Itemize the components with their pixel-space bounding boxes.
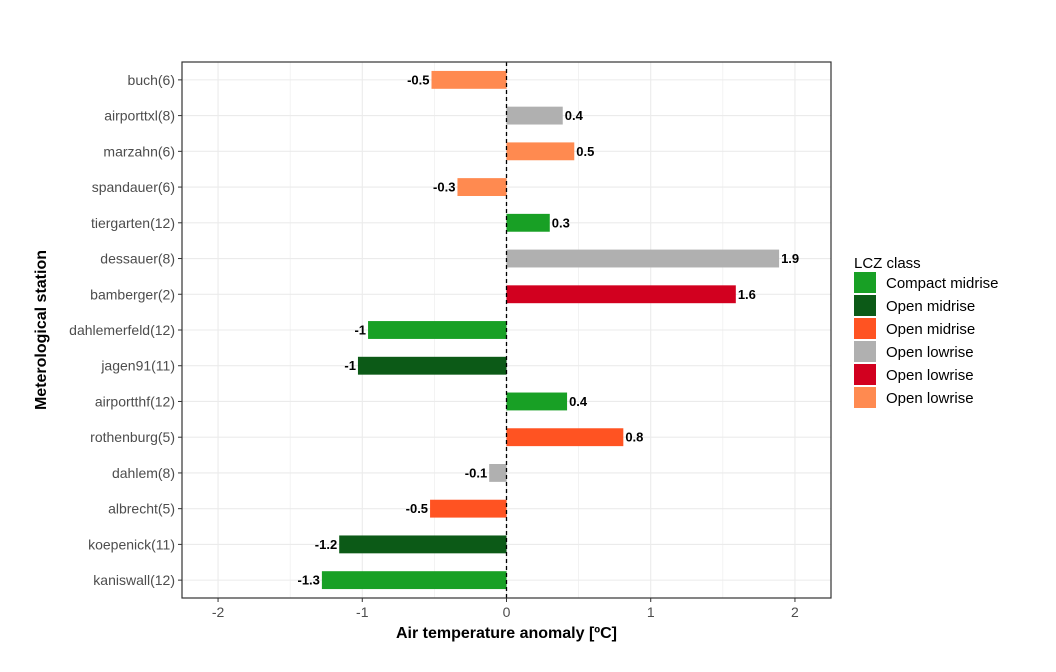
legend-entry-label: Open midrise	[886, 321, 975, 338]
y-tick-label: albrecht(5)	[108, 501, 175, 517]
legend-swatch	[854, 295, 876, 316]
y-tick-label: jagen91(11)	[100, 358, 175, 374]
y-tick-label: airportthf(12)	[95, 393, 175, 409]
legend-entry-label: Open lowrise	[886, 390, 974, 407]
legend-entry-label: Open midrise	[886, 298, 975, 315]
x-tick-layer: -2 -1 0 1 2	[212, 598, 799, 620]
y-tick-label: dahlem(8)	[112, 465, 175, 481]
bar	[506, 142, 575, 161]
data-label: 1.6	[738, 287, 756, 302]
legend-swatch	[854, 272, 876, 293]
data-label: -0.5	[406, 501, 428, 516]
legend-entry-label: Open lowrise	[886, 367, 974, 384]
bar	[489, 464, 507, 482]
y-tick-label: rothenburg(5)	[90, 429, 175, 445]
bar	[506, 392, 568, 411]
bar	[357, 356, 507, 375]
legend-swatch	[854, 387, 876, 408]
x-tick-label: -1	[356, 604, 369, 620]
data-label: 0.4	[569, 394, 588, 409]
y-tick-label: tiergarten(12)	[91, 215, 175, 231]
legend-title: LCZ class	[854, 255, 921, 272]
y-tick-label: kaniswall(12)	[93, 572, 175, 588]
bar	[506, 285, 736, 304]
y-tick-label: spandauer(6)	[92, 179, 175, 195]
legend-swatch	[854, 318, 876, 339]
data-label: 0.4	[565, 108, 584, 123]
legend-entry-label: Open lowrise	[886, 344, 974, 361]
legend-entry-label: Compact midrise	[886, 275, 999, 292]
data-label: -0.3	[433, 180, 455, 195]
data-label: -1	[354, 323, 366, 338]
bar-layer	[321, 70, 780, 590]
legend-swatch	[854, 364, 876, 385]
data-label: 0.3	[552, 215, 570, 230]
x-tick-label: 2	[791, 604, 799, 620]
y-axis-title: Meterological station	[33, 250, 50, 410]
y-tick-label: dahlemerfeld(12)	[69, 322, 175, 338]
bar	[430, 499, 507, 518]
bar	[506, 106, 563, 125]
legend-items: Compact midrise Open midrise Open midrise O…	[854, 272, 999, 408]
y-tick-layer: buch(6) airporttxl(8) marzahn(6) spandauer(…	[69, 72, 182, 588]
y-tick-label: koepenick(11)	[88, 536, 175, 552]
y-tick-label: dessauer(8)	[100, 251, 175, 267]
data-label: 0.5	[576, 144, 594, 159]
data-label: 0.8	[625, 430, 643, 445]
bar	[339, 535, 507, 554]
bar	[506, 213, 550, 232]
x-tick-label: 0	[503, 604, 511, 620]
legend-swatch	[854, 341, 876, 362]
y-tick-label: marzahn(6)	[103, 143, 175, 159]
data-label: -1	[344, 358, 356, 373]
y-tick-label: bamberger(2)	[90, 286, 175, 302]
data-label: -1.2	[315, 537, 337, 552]
data-label: -0.5	[407, 72, 429, 87]
data-label: -0.1	[465, 465, 487, 480]
bar	[457, 178, 507, 196]
data-label-layer: -0.5 0.4 0.5 -0.3 0.3 1.9 1.6 -1 -1 0.4 0.8 -0.1 -0.…	[297, 72, 799, 587]
y-tick-label: airporttxl(8)	[104, 108, 175, 124]
bar	[368, 321, 507, 339]
data-label: -1.3	[297, 573, 319, 588]
bar	[506, 249, 780, 268]
x-tick-label: -2	[212, 604, 225, 620]
legend: LCZ class Compact midrise Open midrise Ope…	[854, 255, 999, 408]
data-label: 1.9	[781, 251, 799, 266]
x-axis-title: Air temperature anomaly [ºC]	[396, 625, 617, 642]
x-tick-label: 1	[647, 604, 655, 620]
bar	[321, 571, 507, 590]
bar	[431, 70, 507, 89]
bar	[506, 428, 624, 447]
y-tick-label: buch(6)	[128, 72, 175, 88]
